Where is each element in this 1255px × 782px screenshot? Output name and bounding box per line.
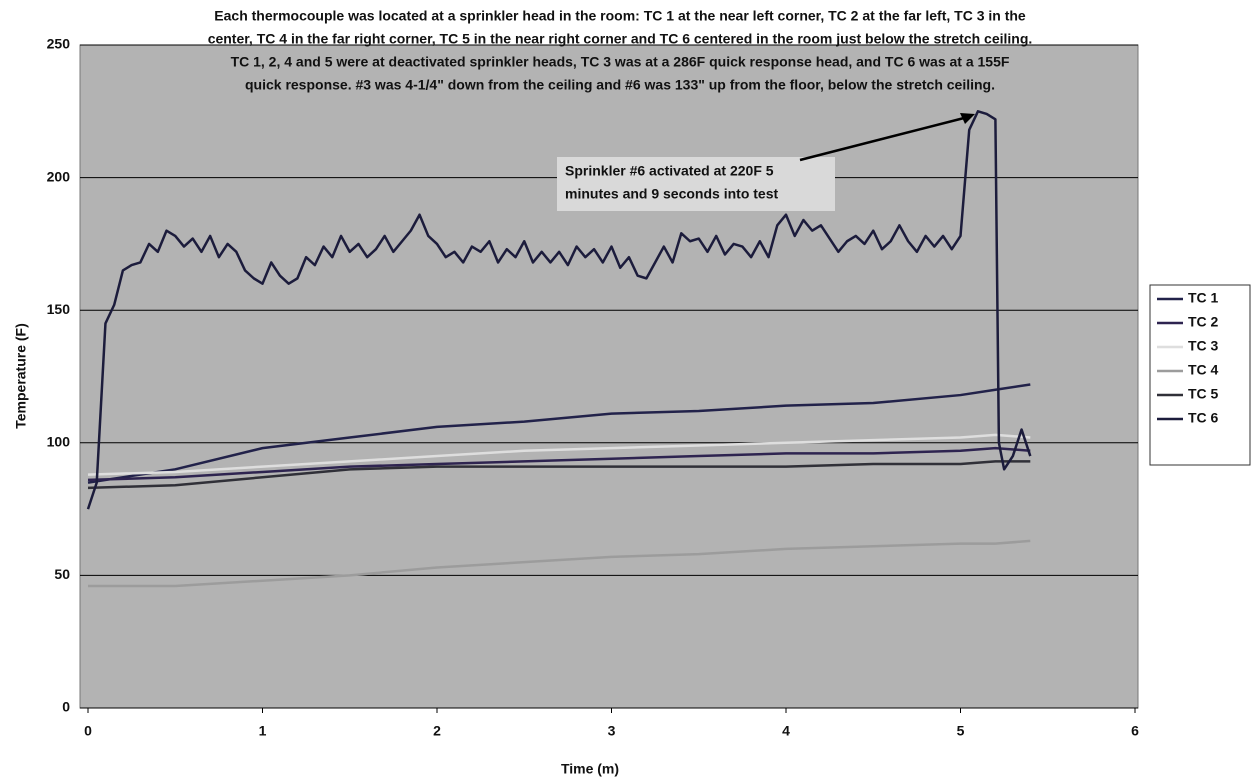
annotation-text: minutes and 9 seconds into test <box>565 186 778 202</box>
x-tick-label: 6 <box>1131 723 1139 739</box>
annotation-arrow <box>799 115 969 162</box>
plot-area <box>79 44 1139 709</box>
y-axis-label: Temperature (F) <box>13 323 29 429</box>
x-tick-label: 5 <box>957 723 965 739</box>
x-tick-label: 1 <box>259 723 267 739</box>
y-tick-label: 200 <box>47 168 71 184</box>
chart-title: TC 1, 2, 4 and 5 were at deactivated spr… <box>231 54 1010 70</box>
legend-label: TC 6 <box>1188 410 1219 426</box>
legend-label: TC 5 <box>1188 386 1219 402</box>
series-line <box>87 433 1031 476</box>
x-tick-label: 4 <box>782 723 790 739</box>
legend-label: TC 3 <box>1188 338 1219 354</box>
annotation-box <box>557 157 835 211</box>
annotation-text: Sprinkler #6 activated at 220F 5 <box>565 163 774 179</box>
y-tick-label: 250 <box>47 36 71 52</box>
y-tick-label: 150 <box>47 301 71 317</box>
x-tick-label: 3 <box>608 723 616 739</box>
series-line <box>87 446 1031 482</box>
legend-label: TC 1 <box>1188 290 1219 306</box>
x-tick-label: 0 <box>84 723 92 739</box>
y-tick-label: 50 <box>54 566 70 582</box>
legend-box <box>1149 284 1251 466</box>
x-tick-label: 2 <box>433 723 441 739</box>
chart-title: quick response. #3 was 4-1/4" down from … <box>245 77 995 93</box>
legend-label: TC 2 <box>1188 314 1219 330</box>
series-line <box>87 460 1031 490</box>
annotation-arrowhead <box>960 113 975 124</box>
legend-label: TC 4 <box>1188 362 1219 378</box>
x-axis-label: Time (m) <box>561 761 619 777</box>
series-line <box>88 539 1031 588</box>
chart-title: Each thermocouple was located at a sprin… <box>214 8 1026 24</box>
series-line <box>86 110 1032 510</box>
series-line <box>87 383 1031 484</box>
y-tick-label: 100 <box>47 434 71 450</box>
chart-title: center, TC 4 in the far right corner, TC… <box>208 31 1033 47</box>
y-tick-label: 0 <box>62 699 70 715</box>
